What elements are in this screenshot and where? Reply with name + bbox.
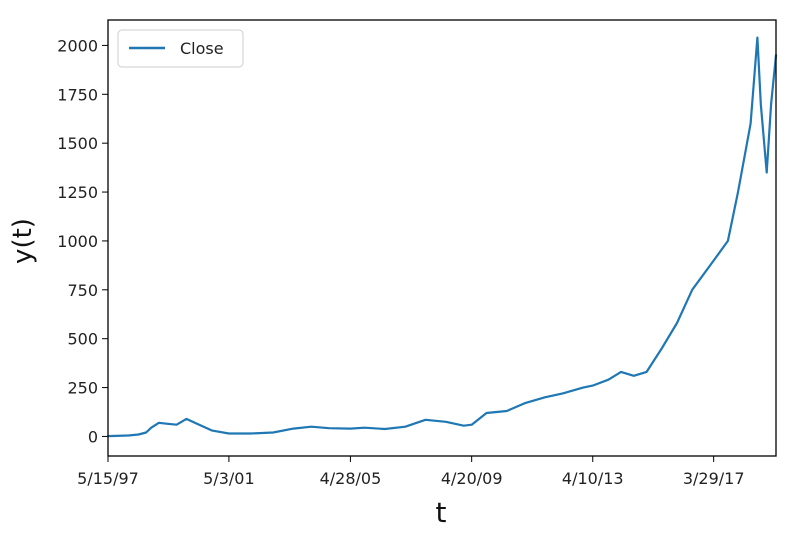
x-tick-label: 5/15/97 <box>77 469 139 488</box>
series-line-close <box>106 36 778 438</box>
x-tick-label: 5/3/01 <box>203 469 255 488</box>
y-tick-label: 250 <box>67 379 98 398</box>
x-tick-label: 4/10/13 <box>562 469 624 488</box>
y-tick-label: 1000 <box>57 232 98 251</box>
plot-series <box>106 36 778 438</box>
x-tick-label: 4/28/05 <box>320 469 382 488</box>
legend: Close <box>117 29 244 68</box>
plot-frame <box>107 19 777 457</box>
y-axis-title: y(t) <box>8 218 38 264</box>
legend-label-close: Close <box>180 39 224 58</box>
y-tick-label: 0 <box>88 427 98 446</box>
x-axis-title: t <box>436 496 447 529</box>
y-tick-label: 750 <box>67 281 98 300</box>
x-tick-label: 4/20/09 <box>441 469 503 488</box>
legend-box <box>117 29 244 68</box>
x-tick-label: 3/29/17 <box>683 469 745 488</box>
y-tick-label: 500 <box>67 330 98 349</box>
y-tick-label: 2000 <box>57 36 98 55</box>
y-axis-ticks: 0 250 500 750 1000 1250 1500 1750 2000 <box>57 36 108 446</box>
x-axis-ticks: 5/15/97 5/3/01 4/28/05 4/20/09 4/10/13 3/29/1… <box>77 456 745 488</box>
y-tick-label: 1250 <box>57 183 98 202</box>
y-tick-label: 1750 <box>57 85 98 104</box>
y-tick-label: 1500 <box>57 134 98 153</box>
